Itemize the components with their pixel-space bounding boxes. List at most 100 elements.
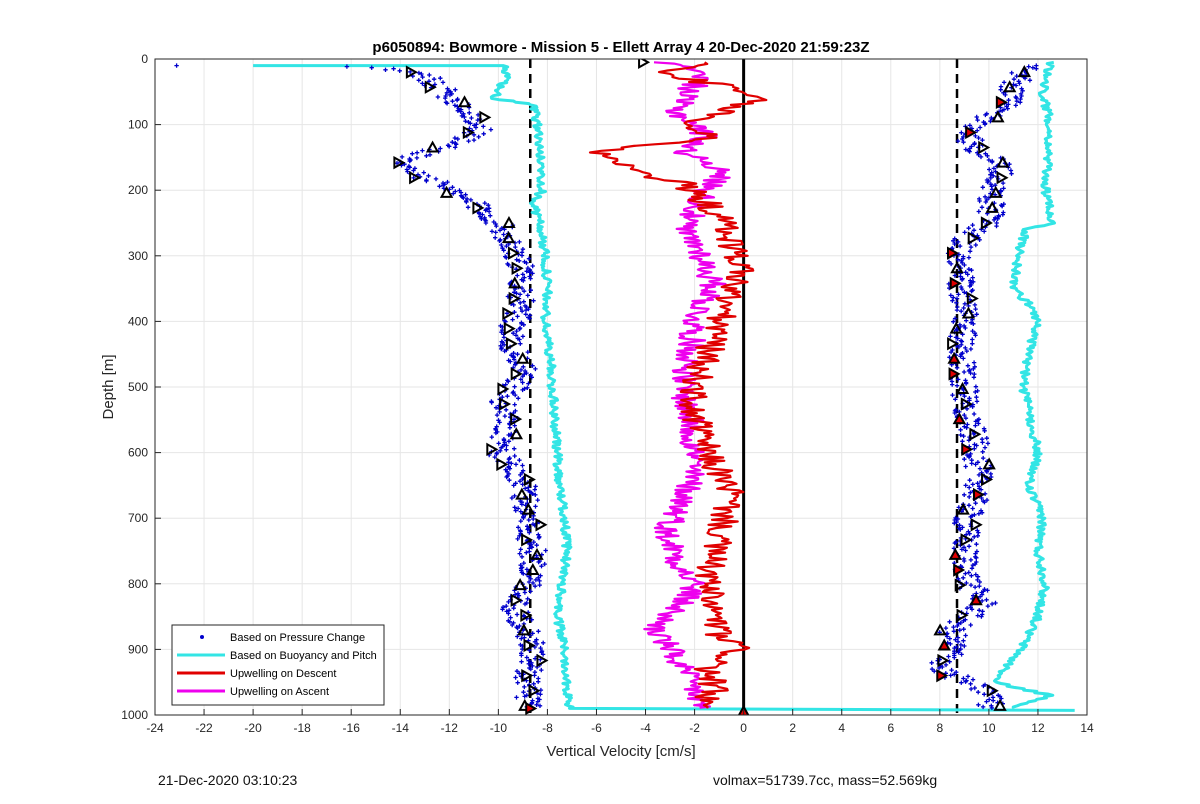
pressure-change-point [488, 213, 493, 218]
triangle-marker [530, 547, 544, 560]
pressure-change-point [535, 497, 540, 503]
pressure-change-point [539, 564, 544, 569]
pressure-change-point [969, 607, 975, 612]
pressure-change-point [511, 606, 516, 611]
pressure-change-point [969, 566, 975, 571]
pressure-change-point [518, 377, 523, 382]
pressure-change-point [447, 92, 453, 98]
pressure-change-point [965, 363, 971, 368]
pressure-change-point [515, 273, 520, 278]
pressure-change-point [497, 420, 502, 425]
triangle-marker [946, 246, 960, 260]
pressure-change-point [520, 334, 526, 339]
triangle-marker [508, 291, 521, 306]
pressure-change-point [520, 380, 525, 385]
pressure-change-point [493, 235, 498, 240]
x-tick-label: 14 [1080, 721, 1094, 735]
pressure-change-point [518, 518, 523, 524]
pressure-change-point [967, 478, 972, 483]
pressure-change-point [1020, 88, 1025, 93]
pressure-change-point [967, 494, 972, 500]
pressure-change-point [529, 375, 534, 380]
pressure-change-point [504, 243, 509, 249]
pressure-change-point [445, 179, 450, 185]
pressure-change-point [391, 66, 396, 71]
pressure-change-point [518, 341, 523, 346]
pressure-change-point [976, 702, 981, 707]
pressure-change-point [964, 406, 970, 411]
pressure-change-point [519, 253, 525, 258]
pressure-change-point [983, 112, 988, 118]
y-axis-label: Depth [m] [100, 354, 117, 419]
triangle-marker [960, 397, 973, 411]
pressure-change-point [510, 622, 515, 628]
pressure-change-point [397, 68, 402, 73]
ticks: -24 -22 -20 -18 -16 -14 -12 -10 -8 -6 -4 -2 0 2 4 6 8 10 1… [121, 52, 1094, 735]
triangle-marker [486, 442, 499, 457]
pressure-change-point [420, 81, 425, 86]
pressure-change-point [943, 662, 949, 668]
triangle-marker [502, 306, 515, 321]
pressure-change-point [974, 114, 979, 120]
pressure-change-point [974, 395, 979, 400]
legend: Based on Pressure Change Based on Buoyanc… [171, 624, 385, 706]
pressure-change-point [473, 125, 479, 130]
pressure-change-point [969, 289, 974, 294]
pressure-change-point [955, 336, 960, 341]
pressure-change-point [968, 490, 973, 495]
pressure-change-point [399, 154, 405, 160]
pressure-change-point [1006, 98, 1011, 103]
pressure-change-point [503, 407, 509, 412]
pressure-change-point [438, 146, 443, 151]
pressure-change-point [953, 637, 958, 642]
pressure-change-point [463, 119, 468, 124]
pressure-change-point [952, 672, 957, 677]
x-tick-label: 0 [740, 721, 747, 735]
pressure-change-point [991, 166, 997, 171]
pressure-change-point [526, 517, 531, 523]
pressure-change-point [483, 208, 488, 213]
triangle-marker [457, 95, 472, 108]
pressure-change-point [515, 625, 520, 631]
pressure-change-point [489, 400, 494, 405]
pressure-change-point [952, 241, 957, 247]
pressure-change-point [523, 486, 528, 491]
pressure-change-point [970, 328, 975, 334]
pressure-change-point [955, 239, 961, 245]
pressure-change-point [494, 223, 499, 229]
pressure-change-point [982, 194, 988, 199]
pressure-change-point [972, 446, 977, 451]
triangle-marker [967, 231, 980, 245]
pressure-change-point [538, 645, 543, 651]
pressure-change-point [986, 157, 992, 163]
pressure-change-point [958, 527, 963, 532]
pressure-change-point [954, 383, 960, 388]
triangle-marker [510, 367, 523, 381]
pressure-change-point [517, 533, 522, 538]
pressure-change-point [970, 341, 975, 346]
pressure-change-point [522, 590, 528, 595]
pressure-change-point [929, 660, 934, 665]
pressure-change-point [976, 690, 981, 695]
pressure-change-point [344, 64, 350, 69]
pressure-change-point [431, 77, 437, 82]
pressure-change-point [524, 260, 529, 266]
pressure-change-point [954, 296, 960, 301]
pressure-change-point [530, 631, 535, 636]
pressure-change-point [956, 344, 962, 350]
pressure-change-point [963, 633, 968, 638]
pressure-change-point [537, 578, 542, 584]
pressure-change-point [962, 424, 967, 429]
pressure-change-point [517, 551, 522, 556]
x-tick-label: -14 [392, 721, 410, 735]
pressure-change-point [971, 411, 977, 417]
pressure-change-point [535, 699, 541, 704]
pressure-change-point [411, 175, 416, 181]
pressure-change-point [998, 87, 1003, 92]
pressure-change-point [988, 175, 993, 181]
pressure-change-point [970, 404, 975, 409]
pressure-change-point [497, 238, 502, 243]
pressure-change-point [489, 229, 495, 234]
pressure-change-point [517, 239, 522, 245]
pressure-change-point [522, 684, 527, 690]
